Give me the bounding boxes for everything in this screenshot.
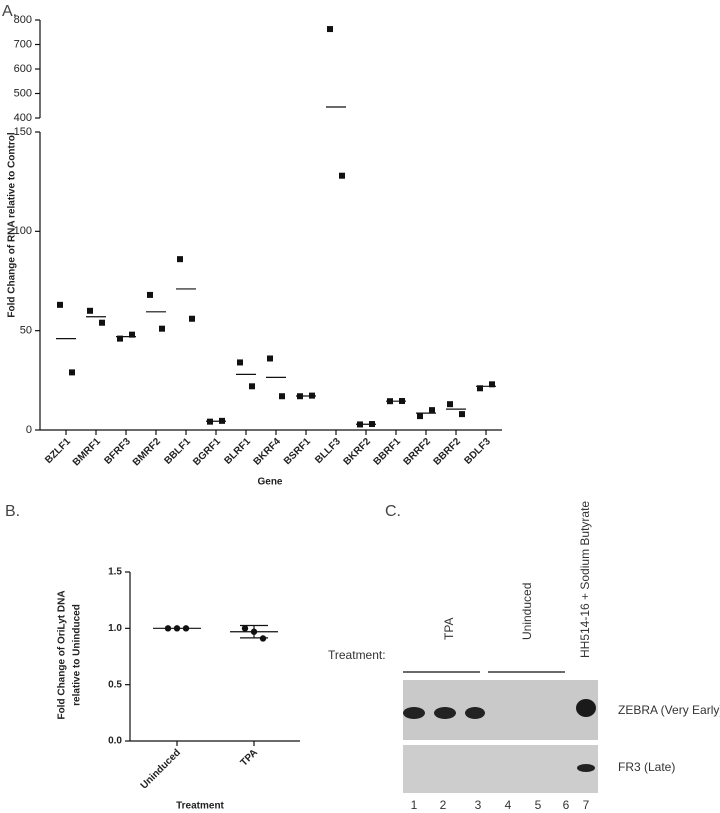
y-tick-label: 0.0 bbox=[108, 736, 122, 747]
point bbox=[477, 385, 483, 392]
group-label: Uninduced bbox=[520, 583, 534, 640]
point bbox=[237, 359, 243, 366]
y-tick-label: 600 bbox=[14, 63, 32, 75]
x-tick-label: BBRF1 bbox=[372, 436, 404, 468]
point bbox=[164, 625, 172, 632]
lane-number: 1 bbox=[411, 798, 418, 812]
y-tick-label: 800 bbox=[14, 14, 32, 26]
point bbox=[241, 625, 249, 632]
point bbox=[117, 335, 123, 342]
y-tick-label: 150 bbox=[14, 126, 32, 138]
blot-strip bbox=[403, 745, 598, 793]
point bbox=[69, 369, 75, 376]
x-tick-label: BKRF2 bbox=[342, 436, 374, 468]
point bbox=[147, 291, 153, 298]
point bbox=[279, 393, 285, 400]
lane-number: 6 bbox=[563, 798, 570, 812]
y-tick-label: 700 bbox=[14, 38, 32, 50]
band bbox=[403, 707, 425, 719]
point bbox=[249, 383, 255, 390]
x-tick-label: BKRF4 bbox=[252, 436, 284, 468]
lane-number: 7 bbox=[583, 798, 590, 812]
x-tick-label: BZLF1 bbox=[43, 436, 73, 466]
point bbox=[189, 315, 195, 322]
x-tick-label: BLRF1 bbox=[222, 436, 253, 467]
x-tick-label: TPA bbox=[239, 747, 260, 768]
y-axis-label: Fold Change of OriLyt DNA bbox=[57, 590, 68, 719]
band bbox=[465, 707, 485, 719]
point bbox=[459, 411, 465, 418]
band bbox=[576, 699, 596, 717]
lane-number: 2 bbox=[440, 798, 447, 812]
x-tick-label: BFRF3 bbox=[102, 436, 133, 467]
x-axis-label: Treatment bbox=[176, 801, 224, 812]
lane-number: 5 bbox=[535, 798, 542, 812]
x-tick-label: BMRF1 bbox=[71, 436, 103, 468]
point bbox=[129, 331, 135, 338]
treatment-label: Treatment: bbox=[328, 648, 386, 662]
point bbox=[417, 413, 423, 420]
band-label: FR3 (Late) bbox=[618, 760, 675, 774]
band bbox=[577, 764, 595, 772]
band-label: ZEBRA (Very Early) bbox=[618, 703, 720, 717]
y-tick-label: 1.5 bbox=[108, 567, 122, 578]
y-tick-label: 0 bbox=[26, 424, 32, 436]
x-tick-label: BRRF2 bbox=[402, 436, 434, 468]
blot bbox=[403, 671, 598, 793]
x-tick-label: BDLF3 bbox=[462, 436, 493, 467]
point bbox=[250, 628, 258, 635]
x-tick-label: BSRF1 bbox=[282, 436, 313, 467]
group-label: TPA bbox=[442, 618, 456, 640]
blot-strip bbox=[403, 680, 598, 740]
x-tick-label: BMRF2 bbox=[131, 436, 163, 468]
panel-label: C. bbox=[385, 503, 401, 520]
y-tick-label: 0.5 bbox=[108, 679, 122, 690]
point bbox=[259, 635, 267, 642]
point bbox=[87, 307, 93, 314]
y-axis-label: Fold Change of RNA relative to Control bbox=[7, 132, 18, 317]
group-label: HH514-16 + Sodium Butyrate bbox=[578, 501, 592, 658]
point bbox=[489, 381, 495, 388]
point bbox=[267, 355, 273, 362]
point bbox=[173, 625, 181, 632]
panel-label: A. bbox=[2, 3, 17, 20]
point bbox=[99, 319, 105, 326]
y-tick-label: 1.0 bbox=[108, 623, 122, 634]
point bbox=[327, 26, 333, 33]
y-tick-label: 400 bbox=[14, 112, 32, 124]
point bbox=[57, 301, 63, 308]
y-tick-label: 100 bbox=[14, 225, 32, 237]
y-axis-label: relative to Uninduced bbox=[72, 604, 83, 706]
point bbox=[177, 256, 183, 263]
x-tick-label: Uninduced bbox=[139, 747, 183, 791]
x-tick-label: BGRF1 bbox=[191, 436, 223, 468]
point bbox=[339, 172, 345, 179]
x-axis-label: Gene bbox=[257, 477, 282, 488]
band bbox=[434, 707, 456, 719]
point bbox=[159, 325, 165, 332]
y-tick-label: 50 bbox=[20, 325, 32, 337]
x-tick-label: BLLF3 bbox=[313, 436, 343, 466]
y-tick-label: 500 bbox=[14, 87, 32, 99]
x-tick-label: BBRF2 bbox=[432, 436, 464, 468]
point bbox=[429, 407, 435, 414]
x-tick-label: BBLF1 bbox=[162, 436, 193, 467]
point bbox=[182, 625, 190, 632]
lane-number: 4 bbox=[505, 798, 512, 812]
point bbox=[447, 401, 453, 408]
lane-number: 3 bbox=[475, 798, 482, 812]
panel-label: B. bbox=[5, 503, 20, 520]
